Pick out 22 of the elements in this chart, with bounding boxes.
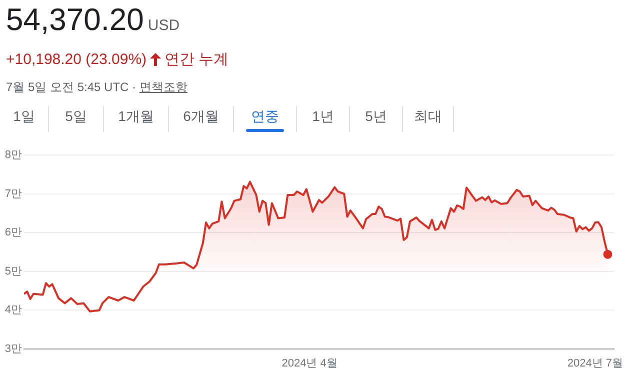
chart-subtitle: USD <box>148 17 180 34</box>
x-tick-label: 2024년 4월 <box>282 358 338 370</box>
text: 연간 누계 <box>164 50 229 69</box>
chart-title: 54,370.20 <box>6 2 144 37</box>
y-tick-label: 7만 <box>4 188 22 200</box>
text: 면책조항 <box>139 80 188 94</box>
text: +10,198.20 (23.09%) <box>6 51 147 68</box>
x-tick-label: 2024년 7월 <box>567 358 623 370</box>
text: 5일 <box>49 106 104 132</box>
y-tick-label: 4만 <box>4 304 22 316</box>
text: 1년 <box>297 106 350 132</box>
y-tick-label: 3만 <box>4 343 22 356</box>
text: 6개월 <box>169 106 234 132</box>
text: 연중 <box>234 106 297 132</box>
text: 5년 <box>350 106 403 132</box>
text: 1개월 <box>104 106 169 132</box>
y-tick-label: 5만 <box>4 265 22 278</box>
text: 7월 5일 오전 5:45 UTC · <box>6 80 136 94</box>
text: 1일 <box>0 106 49 132</box>
y-tick-label: 6만 <box>4 226 22 239</box>
y-tick-label: 8만 <box>4 149 22 162</box>
text: 최대 <box>403 106 454 132</box>
